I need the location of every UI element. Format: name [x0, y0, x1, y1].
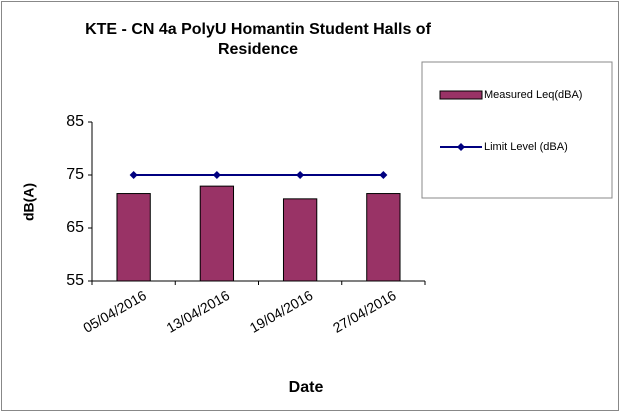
bar	[199, 185, 235, 282]
legend-label: Measured Leq(dBA)	[484, 89, 582, 101]
bar	[282, 198, 318, 282]
y-tick-label: 75	[66, 166, 84, 183]
chart-title: KTE - CN 4a PolyU Homantin Student Halls…	[85, 21, 431, 38]
bar	[116, 193, 151, 282]
bar	[366, 193, 401, 282]
legend-swatch	[457, 143, 465, 151]
chart-title: Residence	[218, 41, 298, 58]
y-tick-label: 65	[66, 219, 84, 236]
legend-swatch	[439, 90, 483, 100]
x-axis-label: Date	[289, 379, 324, 396]
y-tick-label: 85	[66, 113, 84, 130]
marker	[296, 171, 305, 179]
marker	[379, 171, 388, 179]
marker	[212, 171, 221, 179]
legend-label: Limit Level (dBA)	[484, 141, 568, 153]
y-tick-label: 55	[66, 272, 84, 289]
y-axis-label: dB(A)	[21, 183, 37, 221]
marker	[129, 171, 138, 179]
legend-box	[421, 61, 613, 199]
